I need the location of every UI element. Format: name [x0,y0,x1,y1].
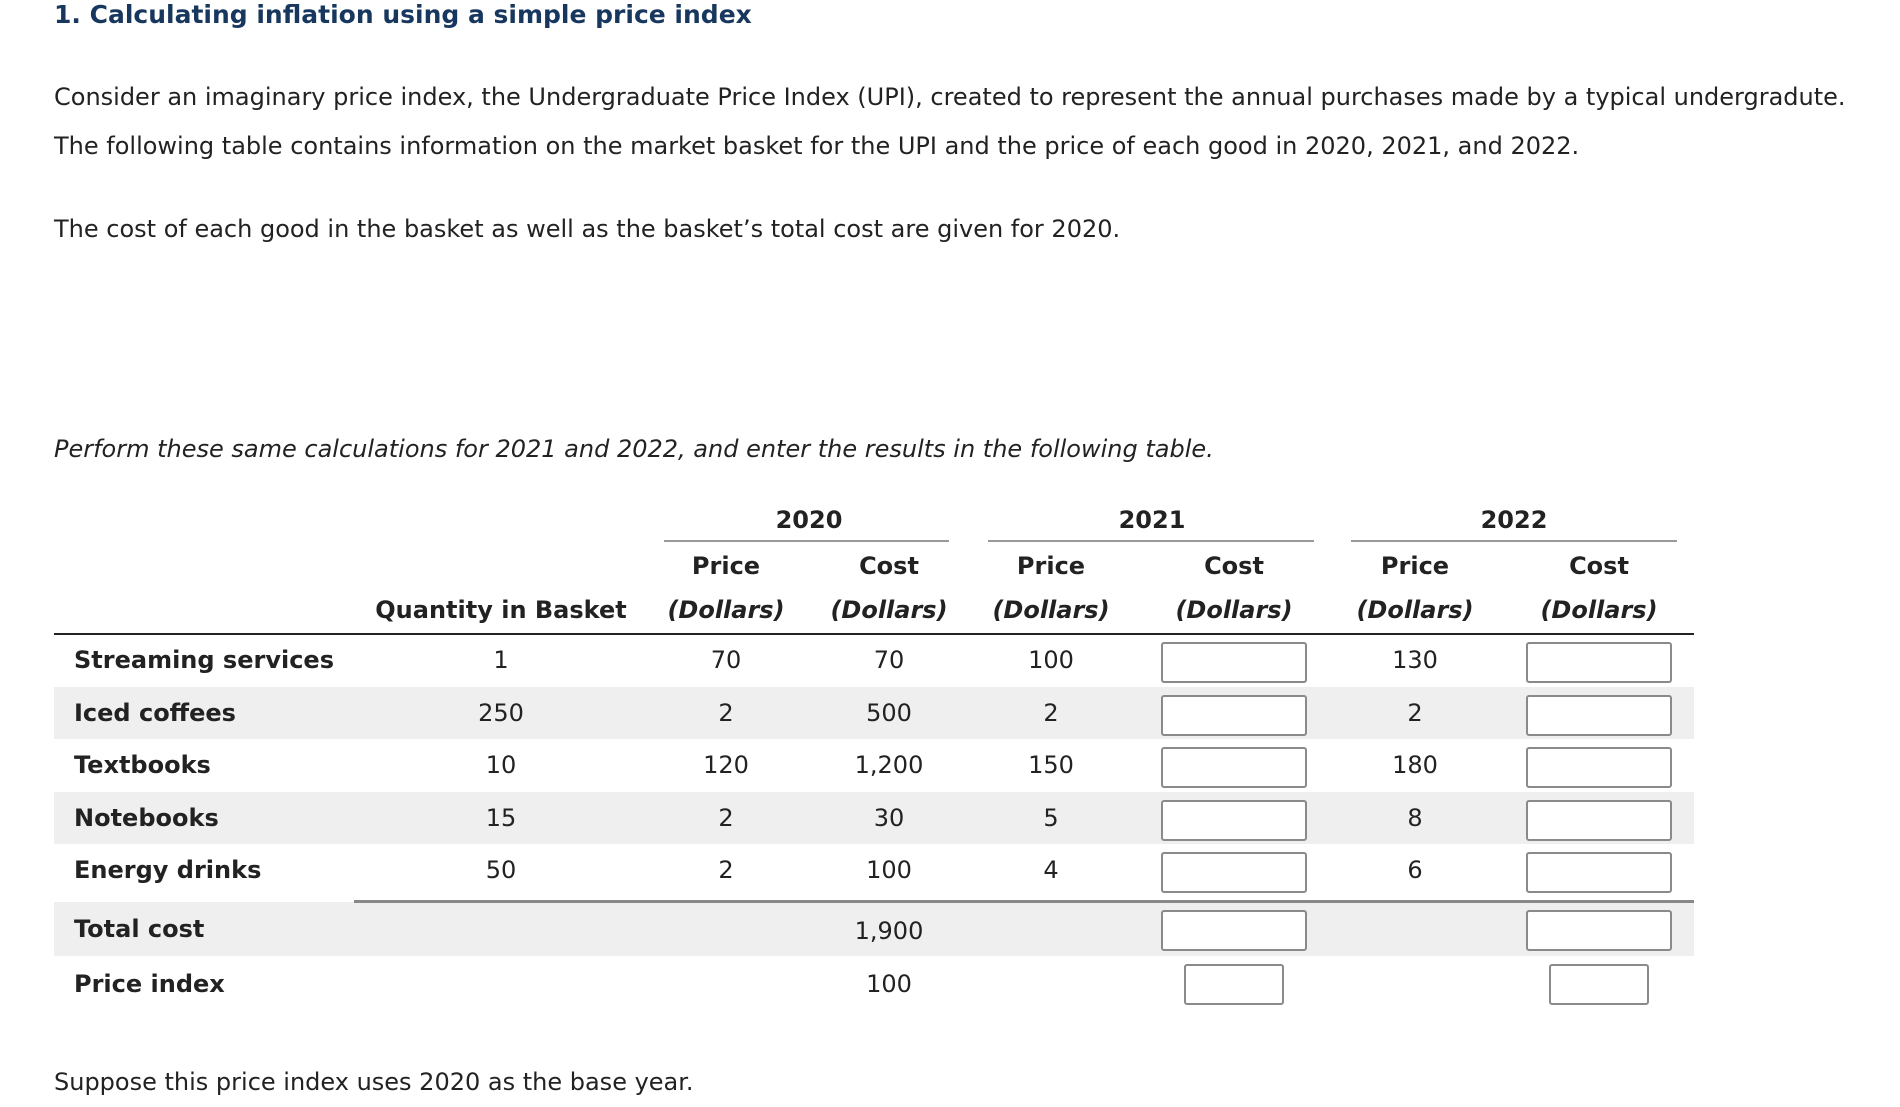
price-2021-cell: 100 [1028,646,1074,674]
price-2022-cell: 8 [1407,804,1423,832]
price-index-2022-input[interactable] [1549,964,1649,1005]
price-2022-cell: 2 [1407,699,1423,727]
unit-header-cost-2022: (Dollars) [1540,596,1658,624]
price-header-2022: Price [1380,552,1450,580]
unit-header-cost-2020: (Dollars) [830,596,948,624]
year-header-2021: 2021 [1118,506,1186,534]
unit-header-price-2020: (Dollars) [667,596,785,624]
cost-header-2022: Cost [1569,552,1629,580]
year-underline-2021 [988,540,1314,542]
price-2021-cell: 5 [1043,804,1059,832]
price-index-2021-input[interactable] [1184,964,1284,1005]
price-2021-cell: 4 [1043,856,1059,884]
intro-line-2: The following table contains information… [54,132,1580,160]
row-label-energy-drinks: Energy drinks [74,856,262,884]
header-rule [54,633,1694,635]
price-2022-cell: 180 [1392,751,1438,779]
given-note: The cost of each good in the basket as w… [54,215,1121,243]
unit-header-cost-2021: (Dollars) [1175,596,1293,624]
cost-2021-input-notebooks[interactable] [1161,800,1307,841]
row-band-total-cost [54,902,1694,956]
quantity-cell: 250 [478,699,524,727]
instruction-text: Perform these same calculations for 2021… [54,435,1214,463]
price-2020-cell: 2 [718,856,734,884]
cost-header-2021: Cost [1204,552,1264,580]
cost-2022-input-streaming-services[interactable] [1526,642,1672,683]
cost-2020-cell: 1,200 [854,751,924,779]
intro-paragraph: Consider an imaginary price index, the U… [54,73,1846,171]
total-cost-2021-input[interactable] [1161,910,1307,951]
row-label-total-cost: Total cost [74,915,205,943]
cost-2022-input-iced-coffees[interactable] [1526,695,1672,736]
cost-2021-input-streaming-services[interactable] [1161,642,1307,683]
year-header-2020: 2020 [775,506,843,534]
intro-line-1: Consider an imaginary price index, the U… [54,83,1846,111]
row-label-streaming-services: Streaming services [74,646,334,674]
row-label-notebooks: Notebooks [74,804,219,832]
row-label-iced-coffees: Iced coffees [74,699,236,727]
cost-header-2020: Cost [859,552,919,580]
year-underline-2022 [1351,540,1677,542]
price-2020-cell: 70 [710,646,742,674]
cost-2020-cell: 100 [866,856,912,884]
upi-table: 2020 2021 2022 Price Cost Price Cost Pri… [54,496,1694,1016]
base-year-note: Suppose this price index uses 2020 as th… [54,1068,694,1096]
price-2020-cell: 2 [718,804,734,832]
price-2020-cell: 2 [718,699,734,727]
quantity-cell: 15 [485,804,517,832]
row-band-iced-coffees [54,687,1694,739]
total-cost-2022-input[interactable] [1526,910,1672,951]
total-divider-rule [354,900,1694,903]
cost-2021-input-textbooks[interactable] [1161,747,1307,788]
price-2022-cell: 6 [1407,856,1423,884]
unit-header-price-2021: (Dollars) [992,596,1110,624]
section-title: 1. Calculating inflation using a simple … [54,0,752,29]
cost-2021-input-energy-drinks[interactable] [1161,852,1307,893]
cost-2022-input-energy-drinks[interactable] [1526,852,1672,893]
quantity-cell: 10 [485,751,517,779]
year-underline-2020 [664,540,949,542]
price-2021-cell: 2 [1043,699,1059,727]
row-band-notebooks [54,792,1694,844]
quantity-header: Quantity in Basket [375,596,627,624]
cost-2022-input-notebooks[interactable] [1526,800,1672,841]
cost-2022-input-textbooks[interactable] [1526,747,1672,788]
unit-header-price-2022: (Dollars) [1356,596,1474,624]
price-index-2020: 100 [866,970,912,998]
price-2021-cell: 150 [1028,751,1074,779]
quantity-cell: 1 [493,646,509,674]
quantity-cell: 50 [485,856,517,884]
cost-2020-cell: 500 [866,699,912,727]
year-header-2022: 2022 [1480,506,1548,534]
price-2022-cell: 130 [1392,646,1438,674]
price-header-2020: Price [691,552,761,580]
price-header-2021: Price [1016,552,1086,580]
cost-2021-input-iced-coffees[interactable] [1161,695,1307,736]
cost-2020-cell: 30 [873,804,905,832]
row-label-price-index: Price index [74,970,225,998]
price-2020-cell: 120 [703,751,749,779]
total-cost-2020: 1,900 [854,917,924,945]
row-label-textbooks: Textbooks [74,751,211,779]
cost-2020-cell: 70 [873,646,905,674]
